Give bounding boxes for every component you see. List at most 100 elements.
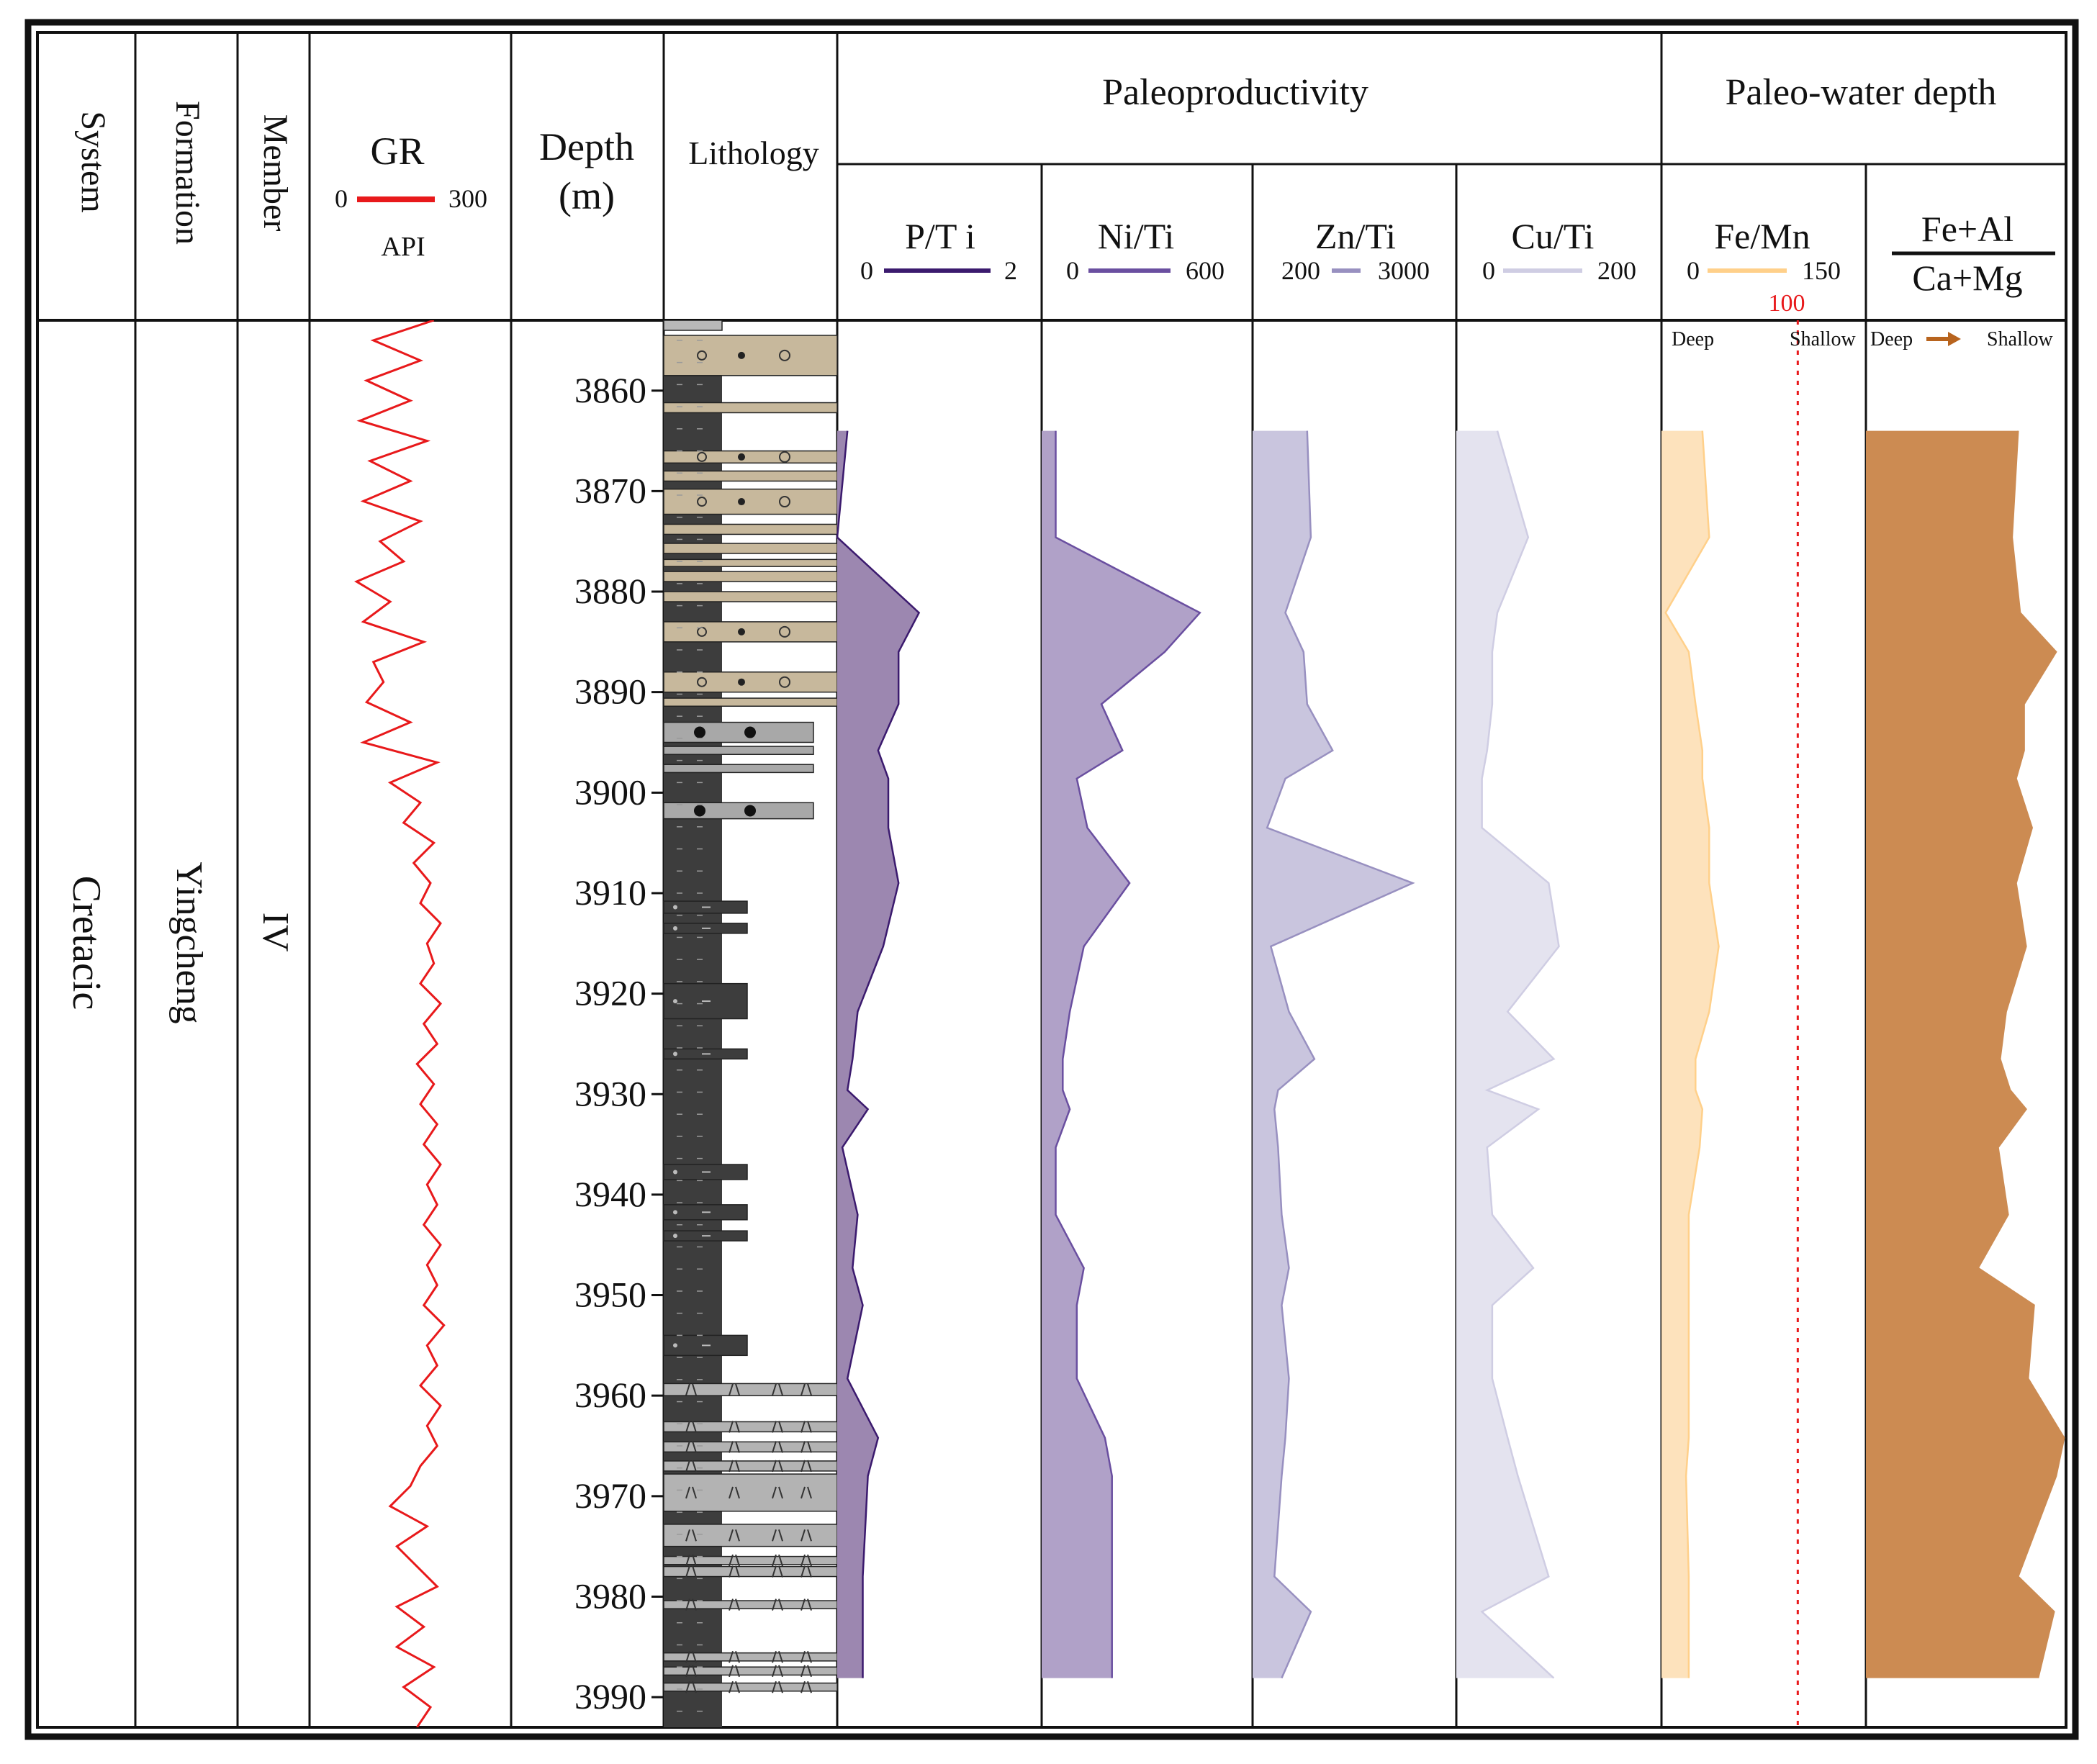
pti-scale-max: 2: [1004, 256, 1017, 285]
lithology-layer-sand: [663, 558, 838, 567]
lithology-layer-silt: [663, 923, 748, 934]
lithology-layer-sand: [663, 543, 838, 554]
tuff-mark: [801, 1421, 812, 1433]
silt-dot: [673, 926, 677, 931]
track-line-pti: [836, 430, 921, 1678]
lithology-layer-silt: [663, 1334, 748, 1357]
sand-grain: [738, 498, 745, 506]
tuff-mark: [729, 1565, 740, 1578]
lithology-layer-cong: [663, 802, 814, 820]
femn-deep-label: Deep: [1672, 328, 1714, 350]
silt-dot: [673, 1210, 677, 1215]
pebble: [694, 805, 705, 817]
pebble: [744, 726, 756, 738]
tuff-mark: [772, 1681, 783, 1693]
tuff-mark: [772, 1486, 783, 1499]
lithology-bed: [663, 558, 838, 567]
tuff-mark: [729, 1421, 740, 1433]
depth-tick-label: 3930: [574, 1073, 646, 1113]
gr-curve: [354, 320, 446, 1727]
lithology-bed: [663, 746, 814, 756]
lithology-bed: [663, 1555, 838, 1565]
lithology-bed: [663, 591, 838, 602]
sand-grain: [697, 677, 707, 687]
sand-grain: [779, 496, 790, 508]
lithology-layer-tuff: [663, 1473, 838, 1512]
depth-tick-label: 3900: [574, 772, 646, 812]
silt-dot: [673, 1170, 677, 1175]
silt-dot: [673, 999, 677, 1004]
track-area-femn: [1661, 430, 1719, 1678]
cuti-scale-min: 0: [1482, 256, 1495, 285]
sand-grain: [779, 451, 790, 463]
lithology-bed: [663, 1600, 838, 1609]
lithology-bed: [663, 697, 838, 707]
lithology-title: Lithology: [688, 135, 818, 171]
lithology-bed: [663, 450, 838, 464]
tuff-mark: [801, 1383, 812, 1396]
lithology-layer-tuff: [663, 1565, 838, 1578]
lithology-layer-tuff: [663, 1598, 838, 1611]
paleo-water-depth-title: Paleo-water depth: [1726, 72, 1997, 113]
track-area-niti: [1042, 430, 1200, 1678]
tuff-mark: [685, 1650, 697, 1663]
header-formation: Formation: [168, 101, 207, 245]
depth-tick-label: 3920: [574, 973, 646, 1013]
lithology-layer-tuff: [663, 1665, 838, 1678]
gr-title: GR: [370, 130, 424, 173]
ratio-shallow-label: Shallow: [1987, 328, 2054, 350]
depth-tick-label: 3860: [574, 370, 646, 410]
lithology-bed: [663, 523, 838, 535]
lithology-layer-sand: [663, 470, 838, 482]
depth-axis: 3860 3870 3880 3890 3900 3910 3920 3930 3940 3950…: [574, 370, 664, 1716]
lithology-layer-tuff: [663, 1650, 838, 1663]
lithology-layer-silt: [663, 1048, 748, 1060]
outer-frame-thin: [36, 31, 2067, 1729]
depth-tick-label: 3890: [574, 671, 646, 712]
tuff-mark: [801, 1598, 812, 1611]
lithology-layer-sand: [663, 523, 838, 535]
pti-title: P/T i: [905, 216, 975, 256]
sand-grain: [697, 350, 707, 361]
tuff-mark: [729, 1554, 740, 1567]
lithology-layer-tuff: [663, 1524, 838, 1547]
femn-title: Fe/Mn: [1714, 216, 1810, 256]
niti-scale-max: 600: [1186, 256, 1225, 285]
sand-grain: [738, 628, 745, 636]
track-line-ratio: [1977, 430, 2065, 1678]
pti-scale-min: 0: [860, 256, 873, 285]
depth-tick-label: 3970: [574, 1475, 646, 1516]
lithology-layer-mud: [663, 320, 723, 331]
pebble: [744, 805, 756, 817]
ratio-arrow-icon: [1926, 332, 1961, 346]
tuff-mark: [685, 1565, 697, 1578]
tuff-mark: [729, 1460, 740, 1473]
tuff-mark: [801, 1665, 812, 1678]
track-area-znti: [1253, 430, 1413, 1678]
ratio-deep-label: Deep: [1870, 328, 1913, 350]
silt-dot: [673, 905, 677, 910]
tuff-mark: [772, 1565, 783, 1578]
znti-scale-min: 200: [1281, 256, 1320, 285]
tuff-mark: [729, 1383, 740, 1396]
track-area-pti: [837, 430, 919, 1678]
track-line-niti: [1055, 430, 1201, 1678]
sand-grain: [738, 351, 745, 359]
lithology-layer-sand: [663, 335, 838, 376]
tuff-mark: [772, 1441, 783, 1453]
track-line-znti: [1266, 430, 1415, 1679]
lithology-bed: [663, 802, 814, 820]
lithology-bed: [663, 1473, 838, 1512]
lithology-layer-sand: [663, 571, 838, 582]
femn-scale-max: 150: [1802, 256, 1841, 285]
geochem-tracks: [836, 320, 2065, 1727]
lithology-layer-cong: [663, 746, 814, 756]
cuti-scale-max: 200: [1597, 256, 1636, 285]
depth-tick-label: 3980: [574, 1575, 646, 1616]
system-label: Cretacic: [64, 876, 109, 1010]
gr-track: [354, 320, 446, 1727]
lithology-layer-cong: [663, 721, 814, 743]
tuff-mark: [772, 1665, 783, 1678]
lithology-bed: [663, 402, 838, 414]
sand-grain: [779, 625, 790, 638]
